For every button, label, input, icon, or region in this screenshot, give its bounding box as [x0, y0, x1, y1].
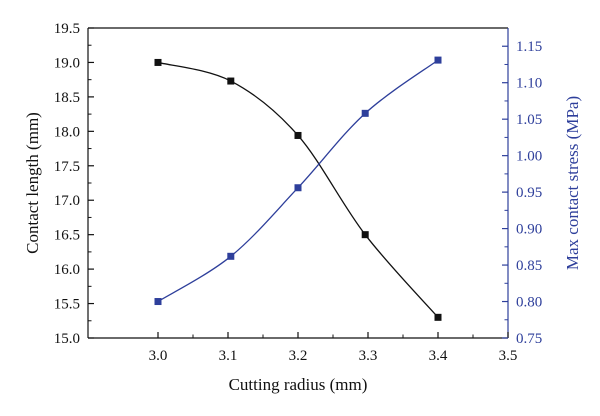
right-y-tick-label: 0.75 — [516, 331, 542, 347]
right-y-tick-label: 0.90 — [516, 222, 542, 238]
contact-length-point — [434, 313, 442, 321]
stress-line — [157, 59, 439, 303]
x-axis-title: Cutting radius (mm) — [229, 375, 368, 394]
right-y-tick-label: 0.80 — [516, 295, 542, 311]
left-y-axis-title: Contact length (mm) — [23, 112, 42, 254]
left-y-tick-label: 18.0 — [54, 124, 80, 140]
left-y-tick-label: 16.5 — [54, 228, 80, 244]
left-y-axis: 15.0 15.5 16.0 16.5 17.0 17.5 18.0 18.5 19.0 19.5 — [54, 21, 94, 347]
right-y-tick-label: 1.15 — [516, 39, 542, 55]
x-tick-label: 3.3 — [359, 348, 378, 364]
x-tick-label: 3.4 — [429, 348, 448, 364]
x-axis: 3.0 3.1 3.2 3.3 3.4 3.5 — [149, 332, 518, 364]
stress-point — [361, 109, 369, 117]
contact-length-point — [294, 131, 302, 139]
contact-length-point — [154, 58, 162, 66]
left-y-tick-label: 15.0 — [54, 331, 80, 347]
right-y-tick-label: 1.10 — [516, 76, 542, 92]
stress-point — [227, 252, 235, 260]
stress-point — [294, 184, 302, 192]
x-tick-label: 3.1 — [219, 348, 238, 364]
right-y-axis-title: Max contact stress (MPa) — [563, 96, 582, 270]
right-y-axis: 0.75 0.80 0.85 0.90 0.95 1.00 1.05 1.10 1.15 — [502, 39, 542, 347]
left-y-tick-label: 19.0 — [54, 55, 80, 71]
contact-length-point — [227, 77, 235, 85]
stress-point — [154, 298, 162, 306]
plot-frame — [87, 27, 509, 339]
stress-point — [434, 56, 442, 64]
left-y-tick-label: 19.5 — [54, 21, 80, 37]
right-y-tick-label: 0.85 — [516, 258, 542, 274]
left-y-tick-label: 17.5 — [54, 159, 80, 175]
left-y-tick-label: 17.0 — [54, 193, 80, 209]
contact-length-point — [361, 231, 369, 239]
contact-length-line — [157, 61, 439, 318]
left-y-tick-label: 15.5 — [54, 297, 80, 313]
x-tick-label: 3.2 — [289, 348, 308, 364]
left-y-tick-label: 16.0 — [54, 262, 80, 278]
right-y-tick-label: 0.95 — [516, 185, 542, 201]
series-layer — [154, 56, 442, 321]
x-tick-label: 3.5 — [499, 348, 518, 364]
x-tick-label: 3.0 — [149, 348, 168, 364]
right-y-tick-label: 1.05 — [516, 112, 542, 128]
right-y-tick-label: 1.00 — [516, 149, 542, 165]
left-y-tick-label: 18.5 — [54, 90, 80, 106]
